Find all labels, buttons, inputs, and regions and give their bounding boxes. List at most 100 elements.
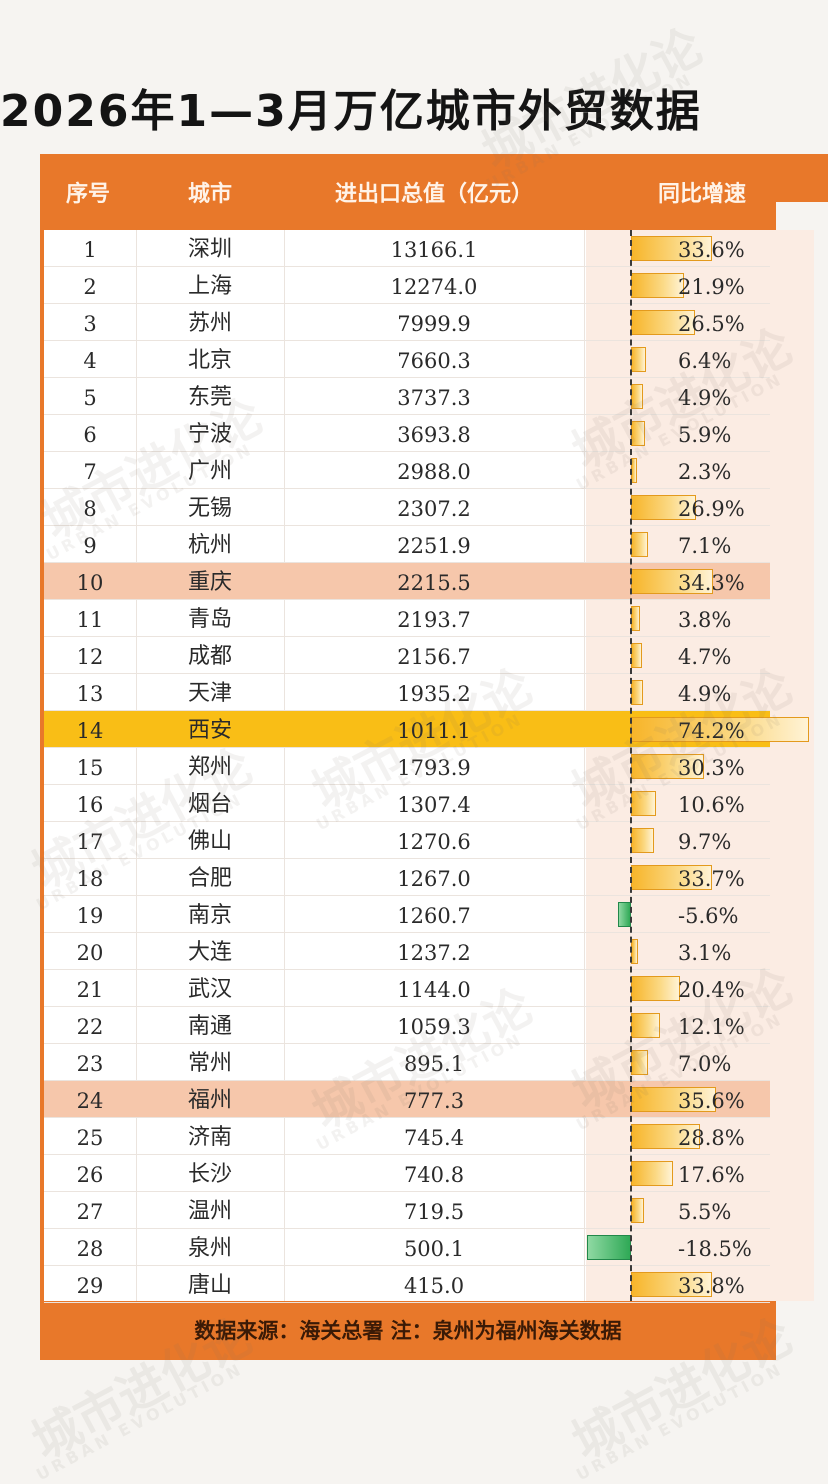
growth-bar-positive (631, 1272, 713, 1297)
header-tab-extension (776, 154, 828, 202)
city-name: 成都 (187, 644, 232, 669)
row-number: 4 (83, 349, 97, 373)
table-row: 12 成都 2156.7 4.7% (44, 637, 770, 674)
growth-rate: 33.8% (678, 1274, 745, 1298)
growth-bar-positive (631, 791, 657, 816)
trade-value: 895.1 (403, 1052, 465, 1076)
growth-rate: 3.8% (678, 608, 732, 632)
growth-rate: 10.6% (678, 793, 745, 817)
trade-value: 2307.2 (397, 497, 471, 521)
table-row: 21 武汉 1144.0 20.4% (44, 970, 770, 1007)
row-number: 7 (83, 460, 97, 484)
growth-rate: 26.5% (678, 312, 745, 336)
city-name: 合肥 (187, 866, 232, 891)
trade-value: 13166.1 (390, 238, 478, 262)
growth-rate: 74.2% (678, 719, 745, 743)
watermark-text-en: URBAN EVOLUTION (573, 1358, 787, 1484)
city-name: 长沙 (187, 1162, 232, 1187)
city-name: 广州 (187, 459, 232, 484)
table-row: 10 重庆 2215.5 34.3% (44, 563, 770, 600)
row-number: 10 (76, 571, 104, 595)
city-name: 泉州 (187, 1236, 232, 1261)
table-row: 1 深圳 13166.1 33.6% (44, 230, 770, 267)
table-row: 26 长沙 740.8 17.6% (44, 1155, 770, 1192)
row-number: 24 (76, 1089, 104, 1113)
column-divider (136, 230, 137, 1301)
growth-rate: -18.5% (678, 1237, 752, 1261)
watermark-text-en: URBAN EVOLUTION (33, 1358, 247, 1484)
trade-value: 1237.2 (397, 941, 471, 965)
row-number: 2 (83, 275, 97, 299)
trade-value: 415.0 (403, 1274, 465, 1298)
row-number: 8 (83, 497, 97, 521)
row-number: 9 (83, 534, 97, 558)
trade-value: 1011.1 (397, 719, 471, 743)
city-name: 青岛 (187, 607, 232, 632)
growth-bar-positive (631, 569, 714, 594)
growth-rate: 26.9% (678, 497, 745, 521)
row-number: 18 (76, 867, 104, 891)
table-row: 5 东莞 3737.3 4.9% (44, 378, 770, 415)
growth-bar-positive (631, 1087, 717, 1112)
trade-value: 1307.4 (397, 793, 471, 817)
trade-value: 1144.0 (397, 978, 471, 1002)
row-number: 5 (83, 386, 97, 410)
trade-value: 1059.3 (397, 1015, 471, 1039)
table-row: 14 西安 1011.1 74.2% (44, 711, 810, 748)
trade-value: 12274.0 (390, 275, 478, 299)
growth-rate: 33.6% (678, 238, 745, 262)
growth-bar-positive (631, 236, 712, 261)
city-name: 郑州 (187, 755, 232, 780)
trade-value: 7999.9 (397, 312, 471, 336)
table-row: 9 杭州 2251.9 7.1% (44, 526, 770, 563)
row-number: 19 (76, 904, 104, 928)
growth-rate: 9.7% (678, 830, 732, 854)
source-note: 数据来源：海关总署 注：泉州为福州海关数据 (194, 1319, 622, 1343)
city-name: 南通 (187, 1014, 232, 1039)
growth-rate: 4.9% (678, 386, 732, 410)
trade-value: 1793.9 (397, 756, 471, 780)
table-row: 17 佛山 1270.6 9.7% (44, 822, 770, 859)
city-name: 佛山 (187, 829, 232, 854)
trade-value: 1935.2 (397, 682, 471, 706)
growth-rate: 17.6% (678, 1163, 745, 1187)
row-number: 29 (76, 1274, 104, 1298)
growth-bar-positive (631, 976, 680, 1001)
city-name: 武汉 (187, 977, 232, 1002)
header-city: 城市 (187, 182, 232, 207)
trade-value: 745.4 (403, 1126, 465, 1150)
growth-rate: 5.9% (678, 423, 732, 447)
trade-value: 500.1 (403, 1237, 465, 1261)
city-name: 宁波 (187, 422, 232, 447)
row-number: 11 (76, 608, 104, 632)
growth-rate: 2.3% (678, 460, 732, 484)
trade-value: 2215.5 (397, 571, 471, 595)
row-number: 21 (76, 978, 104, 1002)
table-row: 13 天津 1935.2 4.9% (44, 674, 770, 711)
growth-rate: 5.5% (678, 1200, 732, 1224)
city-name: 温州 (187, 1199, 232, 1224)
trade-value: 1267.0 (397, 867, 471, 891)
growth-zero-axis (630, 230, 632, 1301)
trade-value: 740.8 (403, 1163, 465, 1187)
city-name: 上海 (187, 274, 232, 299)
table-row: 22 南通 1059.3 12.1% (44, 1007, 770, 1044)
table-row: 25 济南 745.4 28.8% (44, 1118, 770, 1155)
city-name: 杭州 (187, 533, 232, 558)
city-name: 常州 (187, 1051, 232, 1076)
table-row: 18 合肥 1267.0 33.7% (44, 859, 770, 896)
page-title: 2026年1—3月万亿城市外贸数据 (0, 86, 702, 137)
row-number: 15 (76, 756, 104, 780)
header-growth: 同比增速 (657, 182, 746, 207)
growth-rate: 7.0% (678, 1052, 732, 1076)
row-number: 27 (76, 1200, 104, 1224)
city-name: 大连 (187, 940, 232, 965)
city-name: 无锡 (187, 496, 232, 521)
table-row: 19 南京 1260.7 -5.6% (44, 896, 770, 933)
city-name: 济南 (187, 1125, 232, 1150)
city-name: 西安 (187, 718, 232, 743)
growth-bar-positive (631, 495, 696, 520)
trade-value: 7660.3 (397, 349, 471, 373)
table-header: 序号 城市 进出口总值（亿元） 同比增速 (40, 154, 776, 230)
column-divider (584, 230, 585, 1301)
